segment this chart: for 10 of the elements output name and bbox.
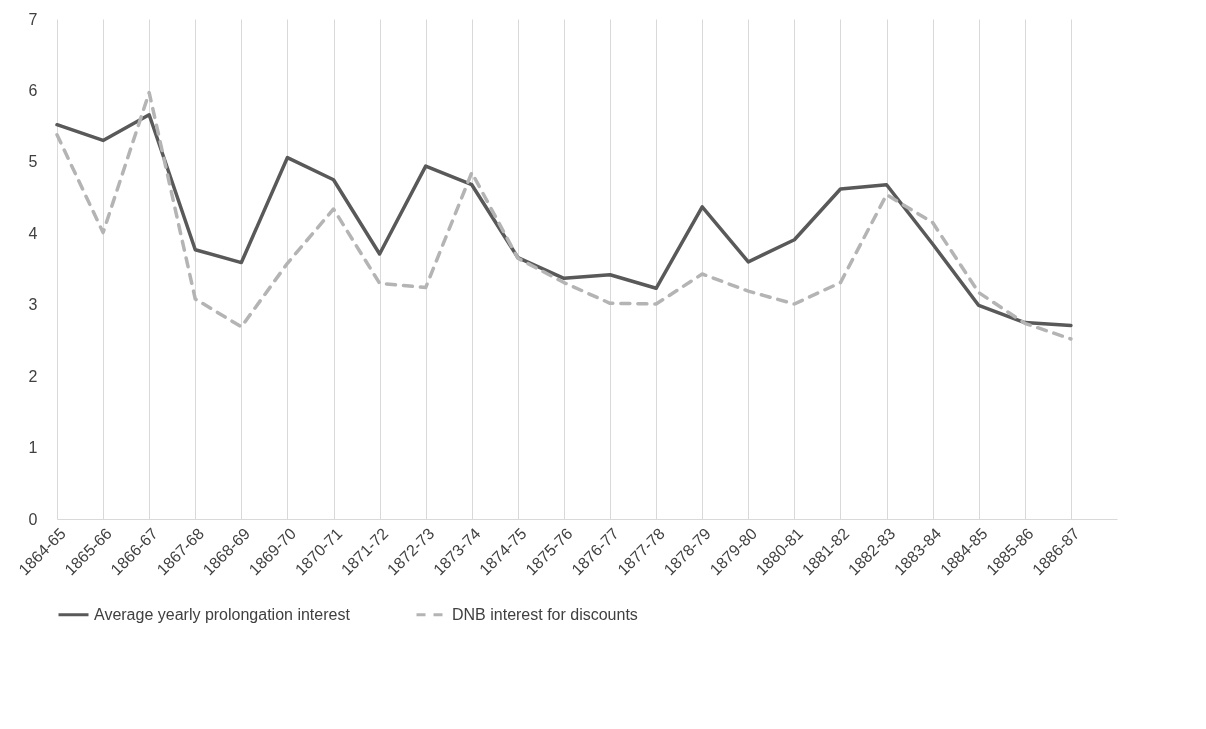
y-tick-label: 4 (28, 224, 38, 242)
y-tick-label: 6 (28, 81, 38, 99)
y-tick-label: 5 (28, 153, 38, 171)
y-tick-label: 3 (28, 296, 38, 314)
legend-label: Average yearly prolongation interest (94, 605, 351, 623)
y-tick-label: 7 (28, 10, 38, 28)
legend-label: DNB interest for discounts (452, 605, 638, 623)
y-tick-label: 0 (28, 510, 38, 528)
y-tick-label: 2 (28, 367, 38, 385)
y-tick-label: 1 (28, 439, 38, 457)
